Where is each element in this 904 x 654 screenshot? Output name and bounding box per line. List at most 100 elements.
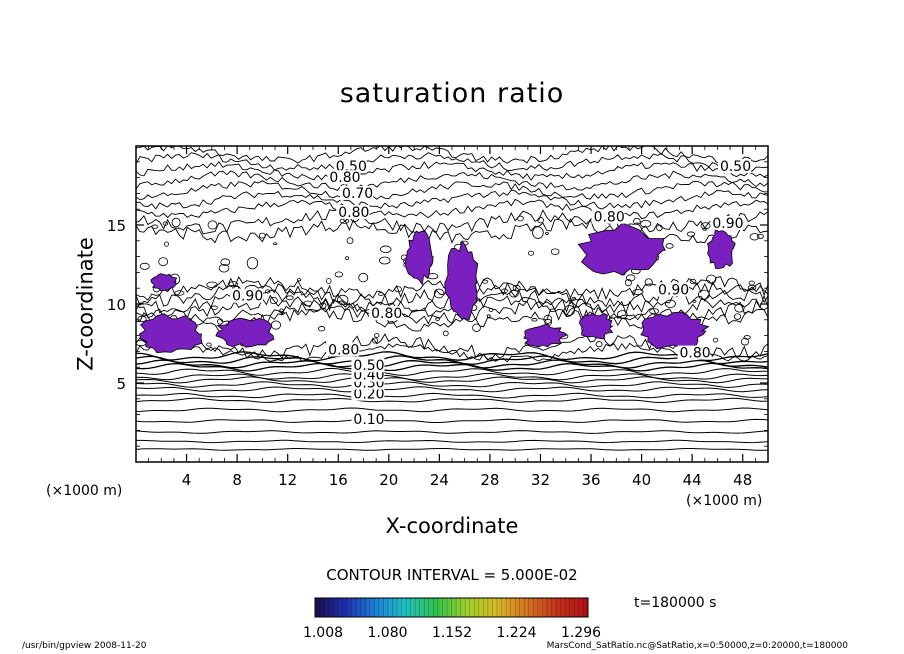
contour-line	[136, 359, 768, 369]
contour-line	[136, 198, 768, 220]
contour-blob	[258, 232, 266, 239]
contour-blob	[265, 289, 271, 294]
contour-line	[136, 209, 768, 235]
contour-blob	[345, 256, 350, 261]
contour-label-bg	[591, 209, 625, 224]
contour-blob	[537, 217, 544, 224]
contour-line	[136, 386, 768, 393]
contour-blob	[640, 220, 652, 228]
contour-blob	[158, 257, 169, 267]
contour-blob	[151, 224, 159, 229]
contour-blob	[171, 217, 181, 228]
contour-label: 0.50	[720, 159, 751, 175]
supersaturated-region	[577, 222, 666, 276]
contour-label: 0.10	[353, 412, 384, 428]
contour-line	[136, 392, 768, 399]
contour-line	[136, 362, 768, 372]
contour-blob	[346, 237, 354, 245]
contour-blob	[162, 221, 168, 226]
contour-blob	[372, 337, 379, 344]
contour-blob	[649, 308, 660, 315]
contour-line	[136, 355, 768, 365]
contour-label: 0.80	[328, 342, 359, 358]
contour-blob	[246, 257, 259, 270]
footer-right: MarsCond_SatRatio.nc@SatRatio,x=0:50000,…	[546, 641, 848, 651]
contour-blob	[689, 278, 697, 285]
contour-line	[136, 160, 768, 181]
x-tick-label: 16	[329, 471, 348, 489]
contour-line	[136, 439, 768, 444]
contour-blob	[665, 243, 674, 249]
y-axis-label: Z-coordinate	[73, 237, 98, 371]
contour-label-bg	[326, 342, 360, 357]
contour-blob	[740, 337, 749, 346]
contour-blob	[616, 310, 628, 319]
contour-blob	[733, 313, 742, 320]
contour-blob	[220, 258, 231, 266]
contour-label-bg	[351, 358, 385, 373]
colorbar-tick-label: 1.152	[432, 625, 472, 641]
contour-label-bg	[677, 345, 711, 360]
time-label: t=180000 s	[634, 595, 717, 611]
y-tick-label: 5	[116, 375, 126, 393]
contour-line	[136, 397, 768, 404]
x-axis-unit-right: (×1000 m)	[686, 493, 763, 509]
contour-label: 0.80	[329, 170, 360, 186]
contour-label-bg	[340, 185, 374, 200]
contour-blob	[656, 224, 663, 232]
contour-blob	[595, 341, 603, 348]
contour-blob	[756, 233, 764, 239]
x-tick-label: 48	[733, 471, 752, 489]
contour-blob	[280, 311, 285, 315]
x-axis-label: X-coordinate	[385, 514, 519, 538]
contour-blob	[686, 231, 696, 237]
contour-label-bg	[351, 386, 385, 401]
contour-label: 0.80	[338, 205, 369, 221]
contour-blob	[435, 317, 440, 321]
contour-line	[136, 146, 768, 164]
contour-blob	[433, 288, 445, 299]
x-tick-label: 44	[683, 471, 702, 489]
contour-label: 0.90	[712, 216, 743, 232]
contour-blob	[747, 284, 757, 291]
contour-blob	[644, 278, 653, 287]
x-tick-label: 32	[531, 471, 550, 489]
contour-blob	[488, 307, 494, 312]
contour-blob	[527, 250, 535, 256]
contour-line	[136, 418, 768, 423]
contour-line	[136, 180, 768, 201]
contour-blob	[374, 333, 380, 338]
contour-blob	[626, 274, 636, 282]
contour-blob	[712, 337, 719, 343]
supersaturated-region	[139, 313, 203, 354]
contour-blob	[358, 272, 369, 283]
contour-blob	[517, 215, 524, 222]
contour-blob	[544, 232, 549, 235]
contour-blob	[501, 288, 508, 294]
contour-label-bg	[717, 159, 751, 174]
contour-interval-text: CONTOUR INTERVAL = 5.000E-02	[326, 566, 578, 584]
supersaturated-region	[707, 227, 736, 270]
contour-blob	[486, 314, 491, 318]
contour-blob	[217, 318, 224, 325]
x-tick-label: 12	[278, 471, 297, 489]
contour-blob	[550, 248, 560, 255]
x-tick-label: 4	[182, 471, 192, 489]
contour-line	[136, 448, 768, 451]
contour-line	[136, 376, 768, 384]
x-tick-label: 20	[379, 471, 398, 489]
contour-label: 0.80	[371, 306, 402, 322]
contour-blob	[748, 280, 755, 286]
contour-blob	[563, 305, 575, 316]
x-axis-unit-left: (×1000 m)	[46, 483, 123, 499]
contour-blob	[743, 335, 751, 340]
contour-blob	[472, 323, 481, 332]
contour-blob	[482, 279, 489, 284]
colorbar-tick-label: 1.080	[367, 625, 407, 641]
contour-label-bg	[327, 170, 361, 185]
contour-blob	[317, 326, 326, 332]
contour-blob	[206, 281, 218, 289]
contour-blob	[442, 330, 449, 337]
supersaturated-region	[150, 273, 178, 292]
